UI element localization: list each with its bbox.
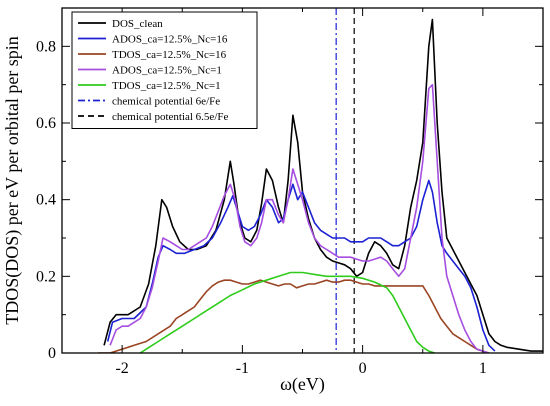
x-tick-label: -1 bbox=[236, 360, 249, 377]
legend: DOS_clean ADOS_ca=12.5%_Nc=16 TDOS_ca=12.5… bbox=[71, 11, 258, 129]
series-line-3 bbox=[98, 279, 490, 353]
y-tick-label: 0.8 bbox=[36, 38, 56, 55]
plot-area bbox=[98, 8, 543, 353]
x-tick-label: 1 bbox=[479, 360, 487, 377]
series-line-4 bbox=[109, 83, 490, 353]
y-tick-label: 0.4 bbox=[36, 192, 56, 209]
x-tick-label: 0 bbox=[359, 360, 367, 377]
axis-ticks: -2 -1 0 1 0 0.2 0.4 0.6 0.8 bbox=[36, 7, 544, 377]
legend-label-5: TDOS_ca=12.5%_Nc=1 bbox=[112, 80, 221, 92]
series-line-2 bbox=[106, 179, 496, 352]
series-line-5 bbox=[139, 271, 436, 353]
y-tick-label: 0.6 bbox=[36, 115, 56, 132]
y-tick-label: 0.2 bbox=[36, 268, 56, 285]
legend-label-3: TDOS_ca=12.5%_Nc=16 bbox=[112, 49, 227, 61]
legend-label-4: ADOS_ca=12.5%_Nc=1 bbox=[112, 65, 222, 77]
legend-label-6: chemical potential 6e/Fe bbox=[112, 96, 220, 108]
series-line-1 bbox=[103, 18, 543, 352]
x-axis-title: ω(eV) bbox=[280, 374, 325, 395]
legend-label-1: DOS_clean bbox=[112, 18, 163, 30]
legend-label-2: ADOS_ca=12.5%_Nc=16 bbox=[112, 34, 228, 46]
x-tick-label: -2 bbox=[115, 360, 128, 377]
y-axis-title: TDOS(DOS) per eV per orbital per spin bbox=[2, 36, 23, 325]
legend-label-7: chemical potential 6.5e/Fe bbox=[112, 111, 228, 123]
y-tick-label: 0 bbox=[48, 345, 56, 362]
